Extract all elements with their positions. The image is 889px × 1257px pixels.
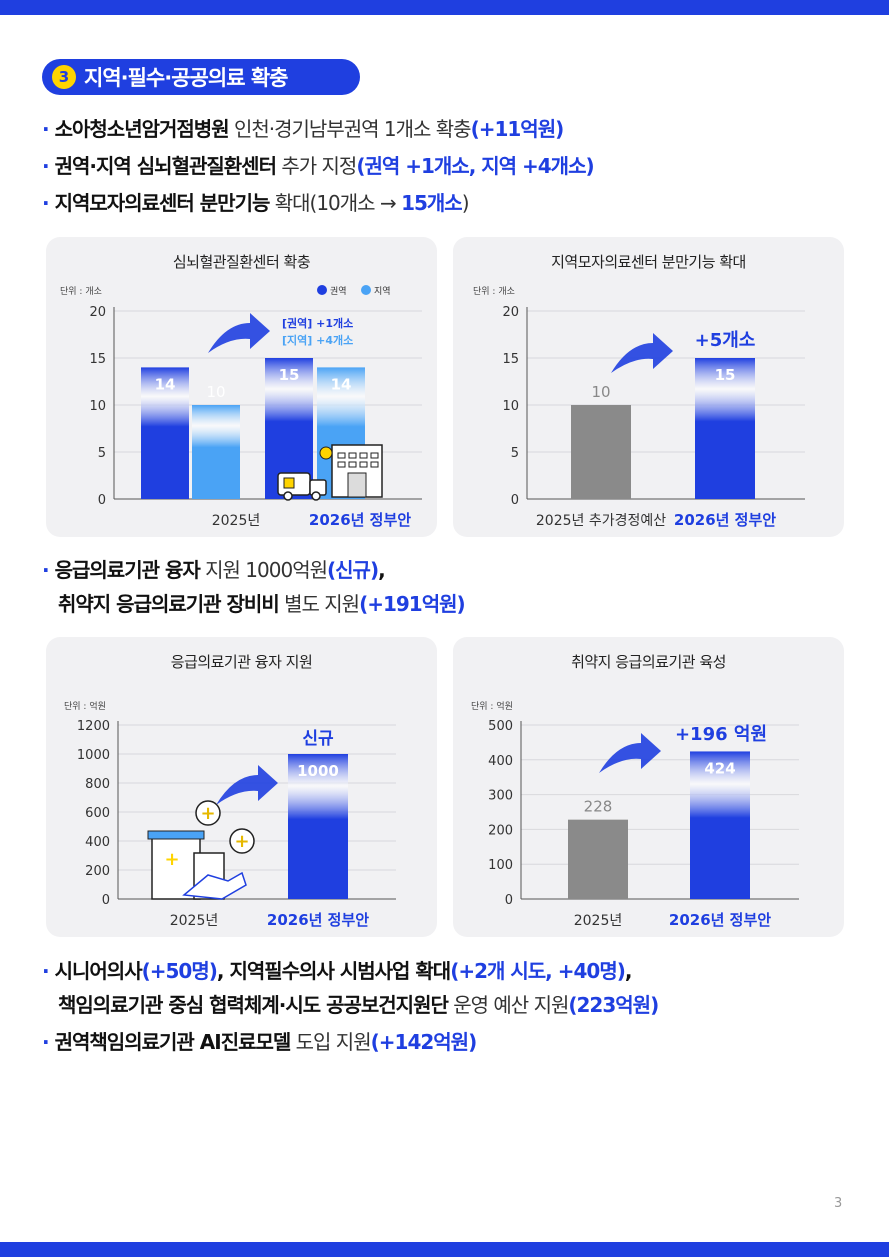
- y-tick-label: 200: [85, 864, 110, 879]
- bar-2025: [571, 405, 631, 499]
- chart-card-stroke-centers: 심뇌혈관질환센터 확충 단위 : 개소 0 5 10 15 20 14 10 15 14 2025…: [46, 237, 437, 537]
- x-tick-label: 2025년: [574, 913, 623, 929]
- bullet-item: · 응급의료기관 융자 지원 1000억원(신규),: [42, 558, 386, 582]
- annotation-label: [권역] +1개소: [282, 316, 353, 330]
- chart-maternal-centers: 0 5 10 15 20 10 15 2025년 추가경정예산 2026년 정부안 +5개소: [502, 305, 805, 529]
- bar-value-label: 10: [206, 383, 225, 401]
- y-tick-label: 400: [85, 835, 110, 850]
- x-tick-label: 2026년 정부안: [267, 911, 369, 929]
- y-tick-label: 10: [502, 399, 519, 414]
- legend-label: 지역: [374, 286, 391, 297]
- bullet-item: · 권역책임의료기관 AI진료모델 도입 지원(+142억원): [42, 1030, 477, 1054]
- y-tick-label: 1200: [77, 719, 110, 734]
- chart-unit: 단위 : 억원: [64, 702, 106, 712]
- bar-value-label: 424: [704, 759, 735, 777]
- svg-text:+: +: [234, 831, 249, 852]
- bullet-item-continued: 취약지 응급의료기관 장비비 별도 지원(+191억원): [58, 592, 466, 616]
- y-tick-label: 20: [89, 305, 106, 320]
- handshake-icon: [182, 871, 247, 900]
- x-tick-label: 2025년: [170, 913, 219, 929]
- annotation-label: [지역] +4개소: [282, 333, 353, 347]
- bar-value-label: 228: [584, 798, 613, 816]
- bar-value-label: 15: [279, 366, 300, 384]
- y-tick-label: 15: [89, 352, 106, 367]
- y-tick-label: 600: [85, 806, 110, 821]
- growth-arrow-icon: [611, 333, 673, 373]
- bullet-item-continued: 책임의료기관 중심 협력체계·시도 공공보건지원단 운영 예산 지원(223억원…: [58, 993, 659, 1017]
- y-tick-label: 100: [488, 858, 513, 873]
- chart-emergency-loans: 0 200 400 600 800 1000 1200 1000 2025년 2026년 정부안 신…: [77, 719, 396, 929]
- y-tick-label: 500: [488, 719, 513, 734]
- chart-title: 응급의료기관 융자 지원: [170, 653, 313, 671]
- y-tick-label: 5: [511, 446, 519, 461]
- x-tick-label: 2025년 추가경정예산: [536, 513, 666, 529]
- bottom-band: [0, 1242, 889, 1257]
- bar-value-label: 15: [715, 366, 736, 384]
- x-tick-label: 2026년 정부안: [669, 911, 771, 929]
- legend-marker: [361, 285, 371, 295]
- y-tick-label: 0: [98, 493, 106, 508]
- bar-2026: [690, 751, 750, 899]
- chart-title: 심뇌혈관질환센터 확충: [172, 253, 311, 271]
- section-header: 3 지역·필수·공공의료 확충: [42, 59, 360, 95]
- y-tick-label: 800: [85, 777, 110, 792]
- bar-지역: [192, 405, 240, 499]
- y-tick-label: 0: [505, 893, 513, 908]
- bar-2025: [568, 819, 628, 899]
- bar-value-label: 14: [155, 375, 176, 393]
- y-tick-label: 15: [502, 352, 519, 367]
- medical-cross-icon: +: [195, 800, 221, 826]
- y-tick-label: 400: [488, 754, 513, 769]
- section-title: 지역·필수·공공의료 확충: [84, 66, 288, 90]
- y-tick-label: 300: [488, 789, 513, 804]
- chart-title: 취약지 응급의료기관 육성: [571, 653, 726, 671]
- chart-card-maternal-centers: 지역모자의료센터 분만기능 확대 단위 : 개소 0 5 10 15 20 10 15 202…: [453, 237, 844, 537]
- chart-rural-emergency: 0 100 200 300 400 500 228 424 2025년 2026년 정부안 +196…: [488, 719, 799, 929]
- x-tick-label: 2026년 정부안: [674, 511, 776, 529]
- growth-arrow-icon: [216, 765, 278, 805]
- legend-label: 권역: [330, 285, 347, 297]
- bar-2026: [288, 754, 348, 899]
- x-tick-label: 2026년 정부안: [309, 511, 411, 529]
- y-tick-label: 20: [502, 305, 519, 320]
- chart-unit: 단위 : 억원: [471, 702, 513, 712]
- bar-value-label: 1000: [297, 762, 339, 780]
- y-tick-label: 0: [102, 893, 110, 908]
- chart-unit: 단위 : 개소: [473, 287, 515, 297]
- y-tick-label: 0: [511, 493, 519, 508]
- bar-value-label: 14: [331, 375, 352, 393]
- hospital-icon: [319, 444, 383, 498]
- chart-card-rural-emergency: 취약지 응급의료기관 육성 단위 : 억원 0 100 200 300 400 500 22…: [453, 637, 844, 937]
- growth-arrow-icon: [599, 733, 661, 773]
- chart-card-emergency-loans: 응급의료기관 융자 지원 단위 : 억원 0 200 400 600 800 1000 12…: [46, 637, 437, 937]
- svg-text:+: +: [164, 849, 179, 870]
- top-band: [0, 0, 889, 15]
- page-number: 3: [834, 1196, 843, 1211]
- annotation-label: +196 억원: [675, 724, 767, 745]
- chart-unit: 단위 : 개소: [60, 287, 102, 297]
- bullet-item: · 소아청소년암거점병원 인천·경기남부권역 1개소 확충(+11억원): [42, 117, 564, 141]
- chart-title: 지역모자의료센터 분만기능 확대: [551, 253, 746, 271]
- bullet-item: · 지역모자의료센터 분만기능 확대(10개소 → 15개소): [42, 191, 469, 215]
- section-number: 3: [52, 65, 76, 89]
- legend-marker: [317, 285, 327, 295]
- y-tick-label: 5: [98, 446, 106, 461]
- growth-arrow-icon: [208, 313, 270, 353]
- x-tick-label: 2025년: [212, 513, 261, 529]
- annotation-label: 신규: [302, 729, 334, 749]
- bar-권역: [141, 367, 189, 499]
- y-tick-label: 10: [89, 399, 106, 414]
- medical-cross-icon: +: [229, 828, 255, 854]
- bullet-item: · 시니어의사(+50명), 지역필수의사 시범사업 확대(+2개 시도, +40…: [42, 959, 632, 983]
- bar-value-label: 10: [591, 383, 610, 401]
- ambulance-icon: [277, 472, 327, 501]
- y-tick-label: 200: [488, 823, 513, 838]
- chart-stroke-centers: 0 5 10 15 20 14 10 15 14 2025년 2026년 정부안 권역 지역 [권역] +…: [89, 285, 422, 529]
- bullet-item: · 권역·지역 심뇌혈관질환센터 추가 지정(권역 +1개소, 지역 +4개소): [42, 154, 595, 178]
- bar-2026: [695, 358, 755, 499]
- y-tick-label: 1000: [77, 748, 110, 763]
- svg-text:+: +: [200, 803, 215, 824]
- annotation-label: +5개소: [695, 330, 756, 351]
